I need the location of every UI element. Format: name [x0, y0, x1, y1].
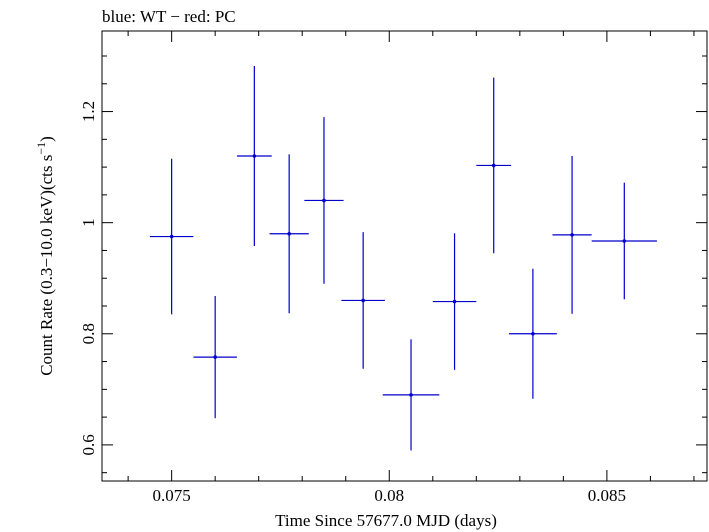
y-tick-label: 0.8: [79, 323, 98, 344]
data-point: [236, 66, 272, 246]
data-marker: [287, 231, 291, 236]
x-tick-label: 0.085: [588, 486, 626, 505]
data-marker: [491, 163, 496, 168]
data-point: [591, 182, 657, 300]
chart-title: blue: WT − red: PC: [102, 7, 236, 26]
data-point: [476, 77, 512, 254]
y-tick-label: 1: [79, 218, 98, 227]
plot-frame: [101, 30, 708, 482]
y-tick-label: 1.2: [79, 101, 98, 122]
data-point: [432, 233, 477, 370]
data-marker: [570, 233, 574, 237]
data-point: [304, 117, 344, 284]
data-marker: [531, 331, 535, 336]
y-axis-label-main: Count Rate (0.3−10.0 keV)(cts s: [37, 155, 56, 376]
data-point: [269, 154, 309, 314]
data-point: [193, 296, 237, 419]
data-marker: [213, 355, 217, 359]
data-marks: [149, 66, 657, 451]
x-tick-label: 0.08: [374, 486, 404, 505]
data-point: [382, 339, 440, 451]
axis-ticks: 0.075 0.08 0.085 0.6 0.8 1 1.2: [79, 31, 707, 505]
data-marker: [361, 298, 365, 303]
data-marker: [252, 154, 257, 158]
data-marker: [322, 198, 326, 203]
y-axis-label-end: ): [37, 136, 56, 142]
data-marker: [169, 234, 174, 239]
data-point: [149, 158, 194, 315]
x-axis-label: Time Since 57677.0 MJD (days): [275, 511, 497, 530]
data-marker: [452, 299, 457, 304]
data-point: [341, 232, 385, 369]
data-point: [552, 156, 592, 314]
y-axis-label: Count Rate (0.3−10.0 keV)(cts s−1): [34, 136, 56, 376]
data-marker: [622, 239, 627, 243]
x-tick-label: 0.075: [153, 486, 191, 505]
y-tick-label: 0.6: [79, 434, 98, 455]
data-point: [508, 268, 557, 399]
data-marker: [409, 393, 413, 397]
y-axis-label-sup: −1: [34, 142, 48, 155]
